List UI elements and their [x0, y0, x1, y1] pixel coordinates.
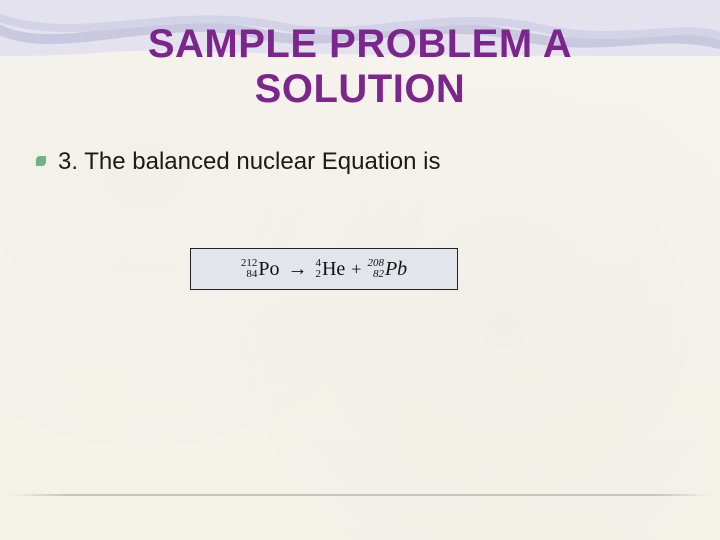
slide-title: SAMPLE PROBLEM A SOLUTION [0, 0, 720, 112]
product1-symbol: He [322, 259, 345, 279]
reactant-symbol: Po [258, 259, 279, 279]
reactant-atomic: 84 [246, 269, 257, 280]
slide-title-line-1: SAMPLE PROBLEM A [0, 22, 720, 67]
nuclide-product-1: 4 2 He [315, 258, 345, 280]
bottom-divider [8, 494, 712, 496]
bullet-icon [36, 156, 46, 166]
product1-atomic: 2 [315, 269, 321, 280]
product2-atomic: 82 [373, 269, 384, 280]
nuclear-equation: 212 84 Po → 4 2 He + 208 82 Pb [190, 248, 458, 290]
arrow-operator: → [287, 258, 307, 281]
body-text: 3. The balanced nuclear Equation is [58, 148, 441, 176]
plus-operator: + [351, 259, 361, 280]
nuclide-reactant: 212 84 Po [241, 258, 280, 280]
slide-title-line-2: SOLUTION [0, 67, 720, 112]
product2-symbol: Pb [385, 259, 407, 279]
nuclide-product-2: 208 82 Pb [367, 258, 407, 280]
